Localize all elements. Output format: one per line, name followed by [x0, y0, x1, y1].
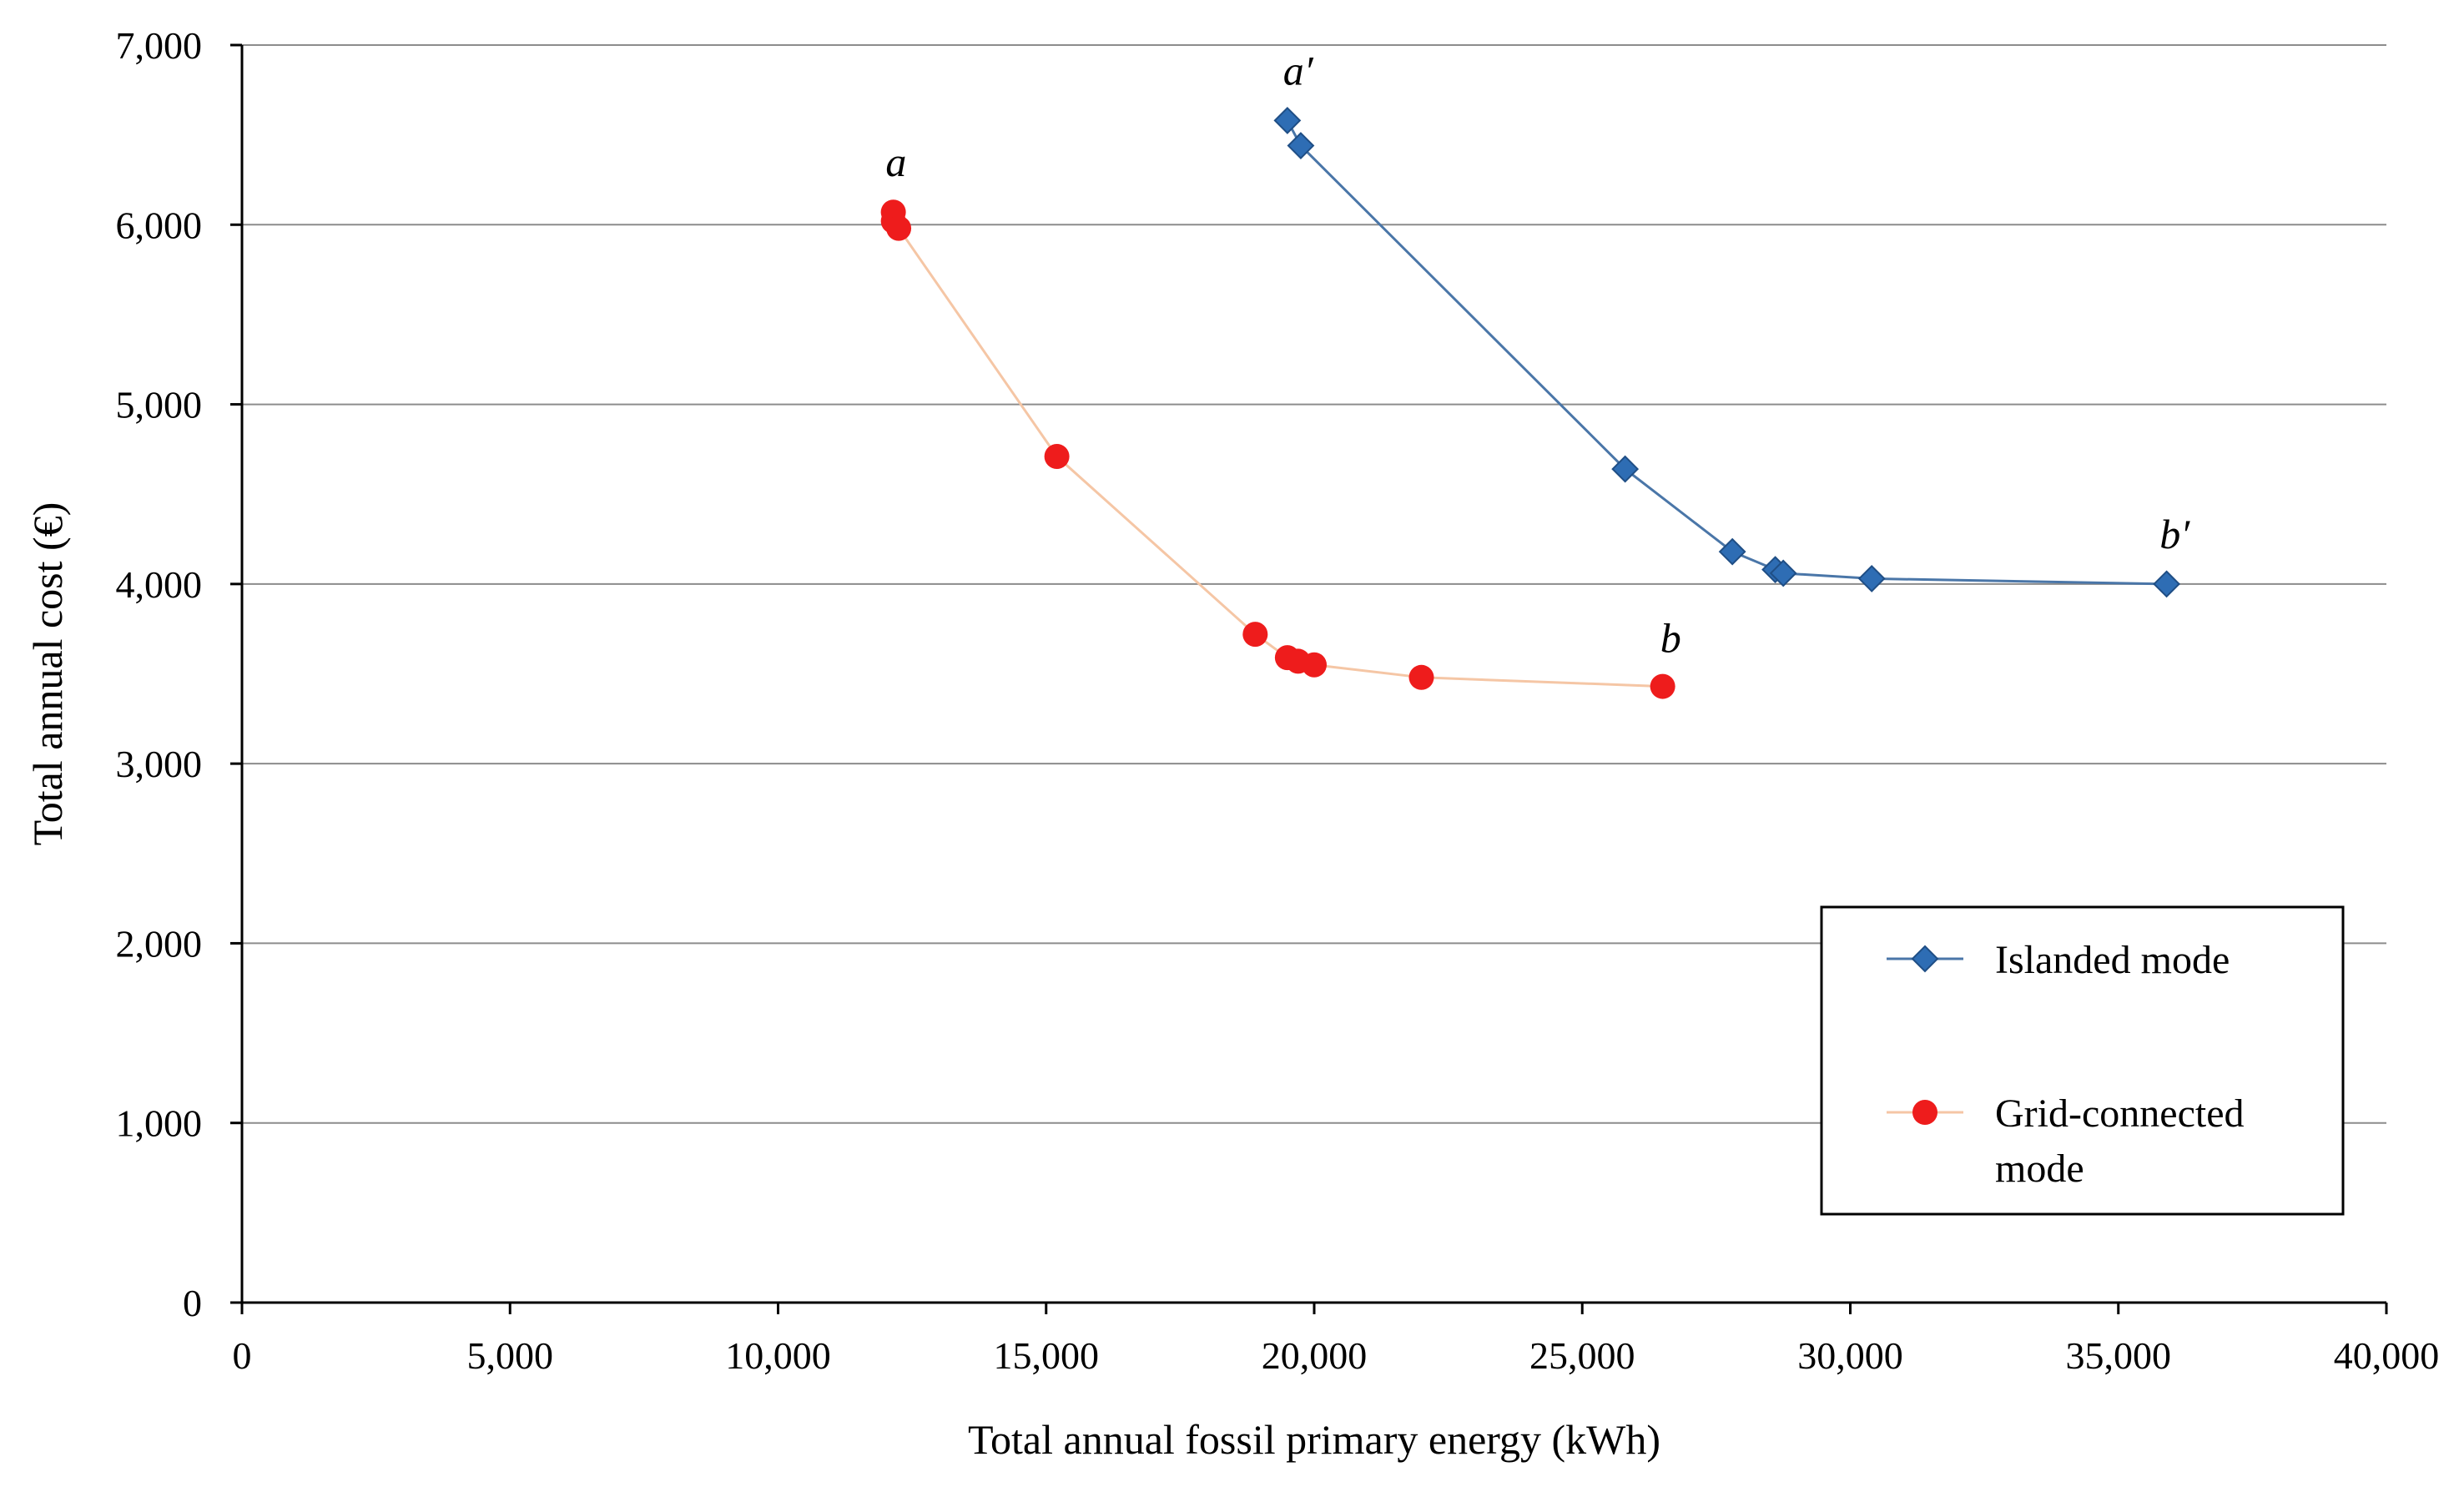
legend: Islanded mode Grid-connected mode [1820, 905, 2345, 1216]
data-point [1857, 564, 1886, 592]
data-point [1611, 455, 1640, 483]
legend-label: Islanded mode [1995, 938, 2230, 982]
legend-label: mode [1995, 1147, 2084, 1191]
x-tick-label: 40,000 [2334, 1334, 2440, 1377]
series-islanded [1273, 107, 2180, 598]
point-annotation: a′ [1283, 47, 1314, 93]
x-axis-title: Total annual fossil primary energy (kWh) [968, 1416, 1660, 1463]
data-point [1769, 559, 1797, 587]
y-tick-label: 2,000 [116, 922, 203, 965]
legend-marker [1912, 1100, 1937, 1125]
y-tick-label: 7,000 [116, 24, 203, 67]
point-annotations: a a′ b b′ [885, 47, 2190, 661]
data-point [1718, 537, 1746, 566]
legend-label: Grid-connected [1995, 1091, 2245, 1136]
series-line [1286, 119, 2167, 586]
data-point [1273, 107, 1302, 134]
x-tick-label: 0 [233, 1334, 252, 1377]
series-grid-connected [880, 199, 1675, 699]
legend-item: Islanded mode [1887, 938, 2230, 982]
gridlines [242, 44, 2386, 1124]
x-tick-label: 25,000 [1529, 1334, 1635, 1377]
y-tick-label: 3,000 [116, 743, 203, 785]
point-annotation: b′ [2159, 511, 2190, 557]
y-tick-label: 4,000 [116, 563, 203, 606]
data-point [1408, 664, 1434, 690]
data-point [2153, 570, 2180, 598]
x-tick-label: 20,000 [1262, 1334, 1368, 1377]
legend-item: Grid-connected mode [1887, 1091, 2245, 1191]
data-point [1242, 622, 1268, 648]
x-tick-label: 5,000 [467, 1334, 554, 1377]
x-tick-label: 15,000 [994, 1334, 1100, 1377]
x-tick-label: 35,000 [2066, 1334, 2172, 1377]
y-axis-title: Total annual cost (€) [24, 502, 71, 846]
data-point [1302, 652, 1327, 678]
series-layer [880, 107, 2180, 699]
y-tick-label: 0 [183, 1282, 202, 1324]
data-point [886, 215, 912, 241]
y-tick-label: 1,000 [116, 1102, 203, 1145]
data-point [1044, 444, 1070, 470]
y-tick-label: 5,000 [116, 384, 203, 426]
point-annotation: a [885, 139, 906, 185]
x-tick-label: 30,000 [1797, 1334, 1903, 1377]
point-annotation: b [1660, 615, 1681, 662]
legend-marker [1911, 945, 1939, 973]
data-point [1650, 673, 1675, 699]
x-tick-label: 10,000 [725, 1334, 831, 1377]
data-point [1287, 132, 1315, 159]
y-tick-label: 6,000 [116, 204, 203, 246]
tick-labels: 0 1,000 2,000 3,000 4,000 5,000 6,000 7,000 0 5,0… [116, 24, 2440, 1377]
